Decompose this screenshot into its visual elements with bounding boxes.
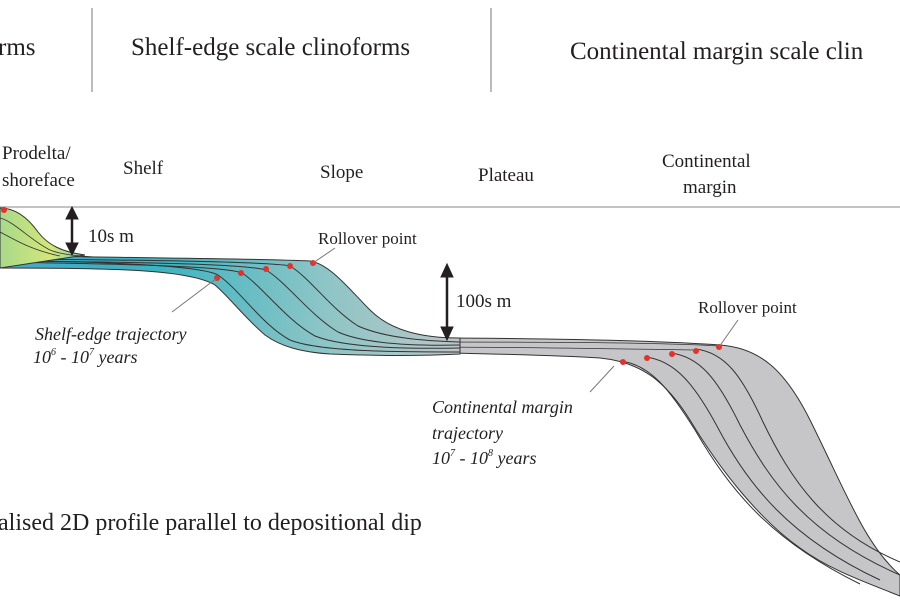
- rollover-dot-margin-4: [693, 348, 699, 354]
- rollover-dot-margin-2: [644, 355, 650, 361]
- rollover-points: [1, 207, 722, 365]
- rollover-label-2: Rollover point: [698, 298, 797, 317]
- margin-trajectory-age: 107 - 108 years: [432, 448, 537, 468]
- header-shelf-edge-scale: Shelf-edge scale clinoforms: [131, 34, 410, 61]
- rollover-leader-2: [718, 319, 739, 348]
- shelf-clinoform-1: [0, 259, 461, 353]
- zone-continental-line2: margin: [683, 177, 737, 198]
- rollover-leader-1: [312, 247, 336, 264]
- delta-clinoform-2: [0, 231, 61, 257]
- scale-label-large: 100s m: [456, 291, 512, 312]
- diagram-caption: alised 2D profile parallel to deposition…: [0, 510, 422, 536]
- header-delta-scale: rms: [0, 34, 36, 61]
- rollover-dot-shelf-3: [263, 266, 269, 272]
- shelf-clinoform-3: [0, 260, 461, 346]
- shelf-trajectory-age: 106 - 107 years: [33, 347, 138, 367]
- zone-shelf: Shelf: [123, 158, 164, 179]
- continental-margin-body: [419, 337, 900, 597]
- delta-body: [0, 207, 86, 269]
- shelf-clinoform-2: [0, 261, 461, 349]
- zone-continental-line1: Continental: [662, 151, 751, 172]
- scale-arrow-large: [440, 262, 454, 342]
- rollover-dot-margin-3: [669, 351, 675, 357]
- rollover-dot-margin-1: [620, 359, 626, 365]
- margin-trajectory-line1: Continental margin: [432, 397, 573, 417]
- margin-clinoform-3: [669, 352, 900, 576]
- header-continental-margin-scale: Continental margin scale clin: [570, 38, 864, 65]
- rollover-dot-delta: [1, 207, 7, 213]
- margin-trajectory-leader: [589, 365, 615, 393]
- shelf-trajectory-title: Shelf-edge trajectory: [35, 324, 186, 344]
- margin-clinoform-1: [619, 360, 861, 585]
- margin-clinoform-4: [694, 348, 900, 563]
- zone-prodelta-line2: shoreface: [2, 170, 75, 191]
- delta-clinoform-1: [0, 217, 96, 258]
- scale-arrow-small: [65, 205, 79, 257]
- shelf-edge-body: [0, 254, 461, 356]
- rollover-dot-shelf-4: [287, 263, 293, 269]
- zone-slope: Slope: [320, 162, 363, 183]
- rollover-label-1: Rollover point: [318, 229, 417, 248]
- rollover-dot-shelf-2: [238, 270, 244, 276]
- zone-prodelta-line1: Prodelta/: [2, 143, 71, 164]
- margin-clinoform-2: [644, 356, 881, 581]
- margin-trajectory-line2: trajectory: [432, 423, 503, 443]
- shelf-clinoform-4: [0, 258, 461, 343]
- shelf-trajectory-leader: [171, 277, 218, 313]
- zone-plateau: Plateau: [478, 165, 534, 186]
- scale-label-small: 10s m: [88, 226, 134, 247]
